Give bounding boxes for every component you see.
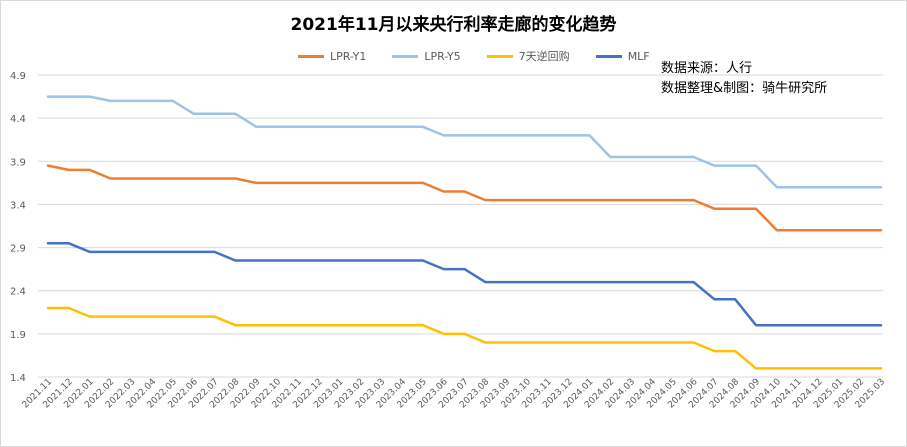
y-tick-label: 1.9	[10, 330, 26, 341]
series-line-1	[46, 164, 883, 232]
y-tick-label: 3.4	[10, 200, 26, 211]
chart-credit-text: 数据整理&制图：骑牛研究所	[661, 81, 828, 96]
legend-label-mlf: MLF	[627, 49, 650, 63]
legend-swatch-lpr-y1	[298, 54, 324, 58]
legend: LPR-Y1 LPR-Y5 7天逆回购 MLF	[298, 48, 650, 64]
y-tick-label: 1.4	[10, 373, 26, 384]
y-tick-label: 3.9	[10, 157, 26, 168]
y-tick-label: 2.4	[10, 287, 26, 298]
chart-title: 2021年11月以来央行利率走廊的变化趋势	[290, 15, 617, 35]
legend-item-reverse-repo: 7天逆回购	[486, 48, 570, 64]
series-line-4	[46, 242, 883, 327]
legend-swatch-mlf	[595, 54, 622, 58]
legend-item-lpr-y1: LPR-Y1	[298, 48, 366, 64]
legend-swatch-reverse-repo	[486, 54, 513, 58]
series-line-3	[46, 306, 883, 370]
legend-label-lpr-y5: LPR-Y5	[424, 49, 461, 63]
legend-item-lpr-y5: LPR-Y5	[392, 48, 461, 64]
legend-item-mlf: MLF	[595, 48, 650, 64]
data-source-text: 数据来源：人行	[661, 61, 753, 76]
legend-swatch-lpr-y5	[392, 54, 419, 58]
legend-label-reverse-repo: 7天逆回购	[518, 50, 570, 63]
series-line-2	[46, 95, 883, 189]
y-tick-label: 2.9	[10, 244, 26, 255]
y-tick-label: 4.4	[10, 114, 26, 125]
legend-label-lpr-y1: LPR-Y1	[330, 49, 367, 63]
y-tick-label: 4.9	[10, 71, 26, 82]
